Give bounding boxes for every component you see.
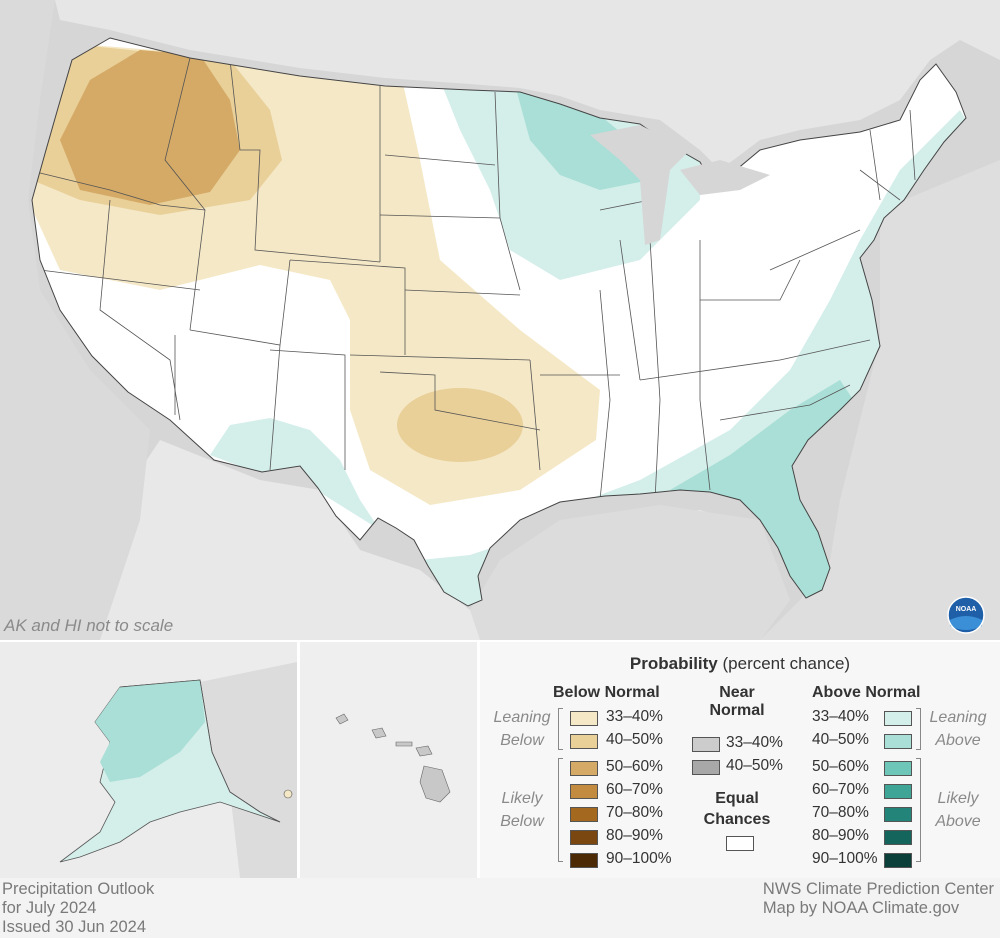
hawaii-island-kauai <box>335 713 349 725</box>
legend-title-bold: Probability <box>629 654 718 673</box>
above-normal-item-swatch <box>884 830 912 845</box>
above-normal-item-label: 60–70% <box>812 781 869 798</box>
pacific-water <box>0 0 150 640</box>
likely-below-line1: Likely <box>501 790 543 807</box>
near-normal-item-swatch <box>692 737 720 752</box>
below-normal-header: Below Normal <box>553 684 660 701</box>
atlantic-water <box>760 160 1000 640</box>
near-normal-item-swatch <box>692 760 720 775</box>
near-normal-item-label: 40–50% <box>726 757 783 774</box>
leaning-above-label: Leaning Above <box>924 706 992 752</box>
below-normal-item-label: 70–80% <box>606 804 663 821</box>
above-normal-item-label: 90–100% <box>812 850 878 867</box>
near-normal-header: Near Normal <box>706 684 768 720</box>
hawaii-island-molokai <box>395 741 413 747</box>
near-normal-header-line2: Normal <box>709 702 765 719</box>
legend-title: Probability (percent chance) <box>480 654 1000 674</box>
below-normal-item-label: 90–100% <box>606 850 672 867</box>
below-normal-item-label: 60–70% <box>606 781 663 798</box>
caption-line3: Issued 30 Jun 2024 <box>2 918 147 936</box>
likely-below-line2: Below <box>500 813 544 830</box>
canada-land <box>55 0 1000 170</box>
leaning-above-line2: Above <box>935 732 981 749</box>
noaa-logo: NOAA <box>947 596 985 634</box>
above-normal-item-label: 40–50% <box>812 731 869 748</box>
above-normal-item-swatch <box>884 734 912 749</box>
hawaii-island-maui <box>415 745 433 757</box>
above-normal-item-swatch <box>884 807 912 822</box>
above-normal-item-swatch <box>884 784 912 799</box>
below-normal-item-label: 80–90% <box>606 827 663 844</box>
above-normal-item-swatch <box>884 761 912 776</box>
conus-map <box>0 0 1000 640</box>
above-normal-item-label: 80–90% <box>812 827 869 844</box>
leaning-below-line2: Below <box>500 732 544 749</box>
near-normal-item-label: 33–40% <box>726 734 783 751</box>
caption-line2: for July 2024 <box>2 899 97 917</box>
below-normal-item-swatch <box>570 853 598 868</box>
below-50-60-northwest <box>60 50 240 205</box>
leaning-above-line1: Leaning <box>929 709 987 726</box>
below-normal-item-label: 33–40% <box>606 708 663 725</box>
above-40-50-southeast <box>670 380 860 600</box>
above-normal-item-label: 33–40% <box>812 708 869 725</box>
below-normal-item-label: 40–50% <box>606 731 663 748</box>
state-boundaries <box>35 57 916 501</box>
equal-chances-label: Equal Chances <box>702 788 772 830</box>
equal-chances-line2: Chances <box>703 811 771 828</box>
likely-above-label: Likely Above <box>924 787 992 833</box>
canada-yukon <box>200 662 297 878</box>
hawaii-island-oahu <box>371 727 387 739</box>
great-lakes <box>590 125 690 245</box>
caption-line1: Precipitation Outlook <box>2 880 155 898</box>
below-40-50-southern-plains <box>397 388 523 462</box>
equal-chances-line1: Equal <box>715 790 759 807</box>
likely-above-line1: Likely <box>937 790 979 807</box>
leaning-below-line1: Leaning <box>493 709 551 726</box>
equal-chances-swatch <box>726 836 754 851</box>
svg-text:NOAA: NOAA <box>956 606 977 613</box>
below-normal-item-swatch <box>570 830 598 845</box>
near-normal-header-line1: Near <box>719 684 755 701</box>
above-normal-item-swatch <box>884 711 912 726</box>
alaska-map <box>0 642 297 878</box>
outlook-caption: Precipitation Outlook for July 2024 Issu… <box>2 880 154 937</box>
credit-caption: NWS Climate Prediction Center Map by NOA… <box>763 880 994 918</box>
credit-line2: Map by NOAA Climate.gov <box>762 899 960 917</box>
legend-title-rest: (percent chance) <box>722 654 851 673</box>
above-normal-header: Above Normal <box>812 684 921 701</box>
above-40-50-upper-midwest <box>515 85 650 190</box>
gulf-water <box>470 505 790 640</box>
above-normal-item-swatch <box>884 853 912 868</box>
likely-below-label: Likely Below <box>488 787 556 833</box>
below-normal-item-swatch <box>570 711 598 726</box>
above-normal-item-label: 70–80% <box>812 804 869 821</box>
not-to-scale-note: AK and HI not to scale <box>4 616 174 635</box>
credit-line1: NWS Climate Prediction Center <box>762 880 994 898</box>
likely-above-line2: Above <box>935 813 981 830</box>
below-normal-item-swatch <box>570 761 598 776</box>
below-normal-item-swatch <box>570 784 598 799</box>
alaska-above-40-50 <box>95 680 205 782</box>
hawaii-island-big <box>419 765 451 803</box>
leaning-below-label: Leaning Below <box>488 706 556 752</box>
below-normal-item-label: 50–60% <box>606 758 663 775</box>
legend: Probability (percent chance) Below Norma… <box>480 642 1000 878</box>
above-normal-item-label: 50–60% <box>812 758 869 775</box>
below-normal-item-swatch <box>570 807 598 822</box>
below-normal-item-swatch <box>570 734 598 749</box>
hawaii-map <box>300 642 477 878</box>
